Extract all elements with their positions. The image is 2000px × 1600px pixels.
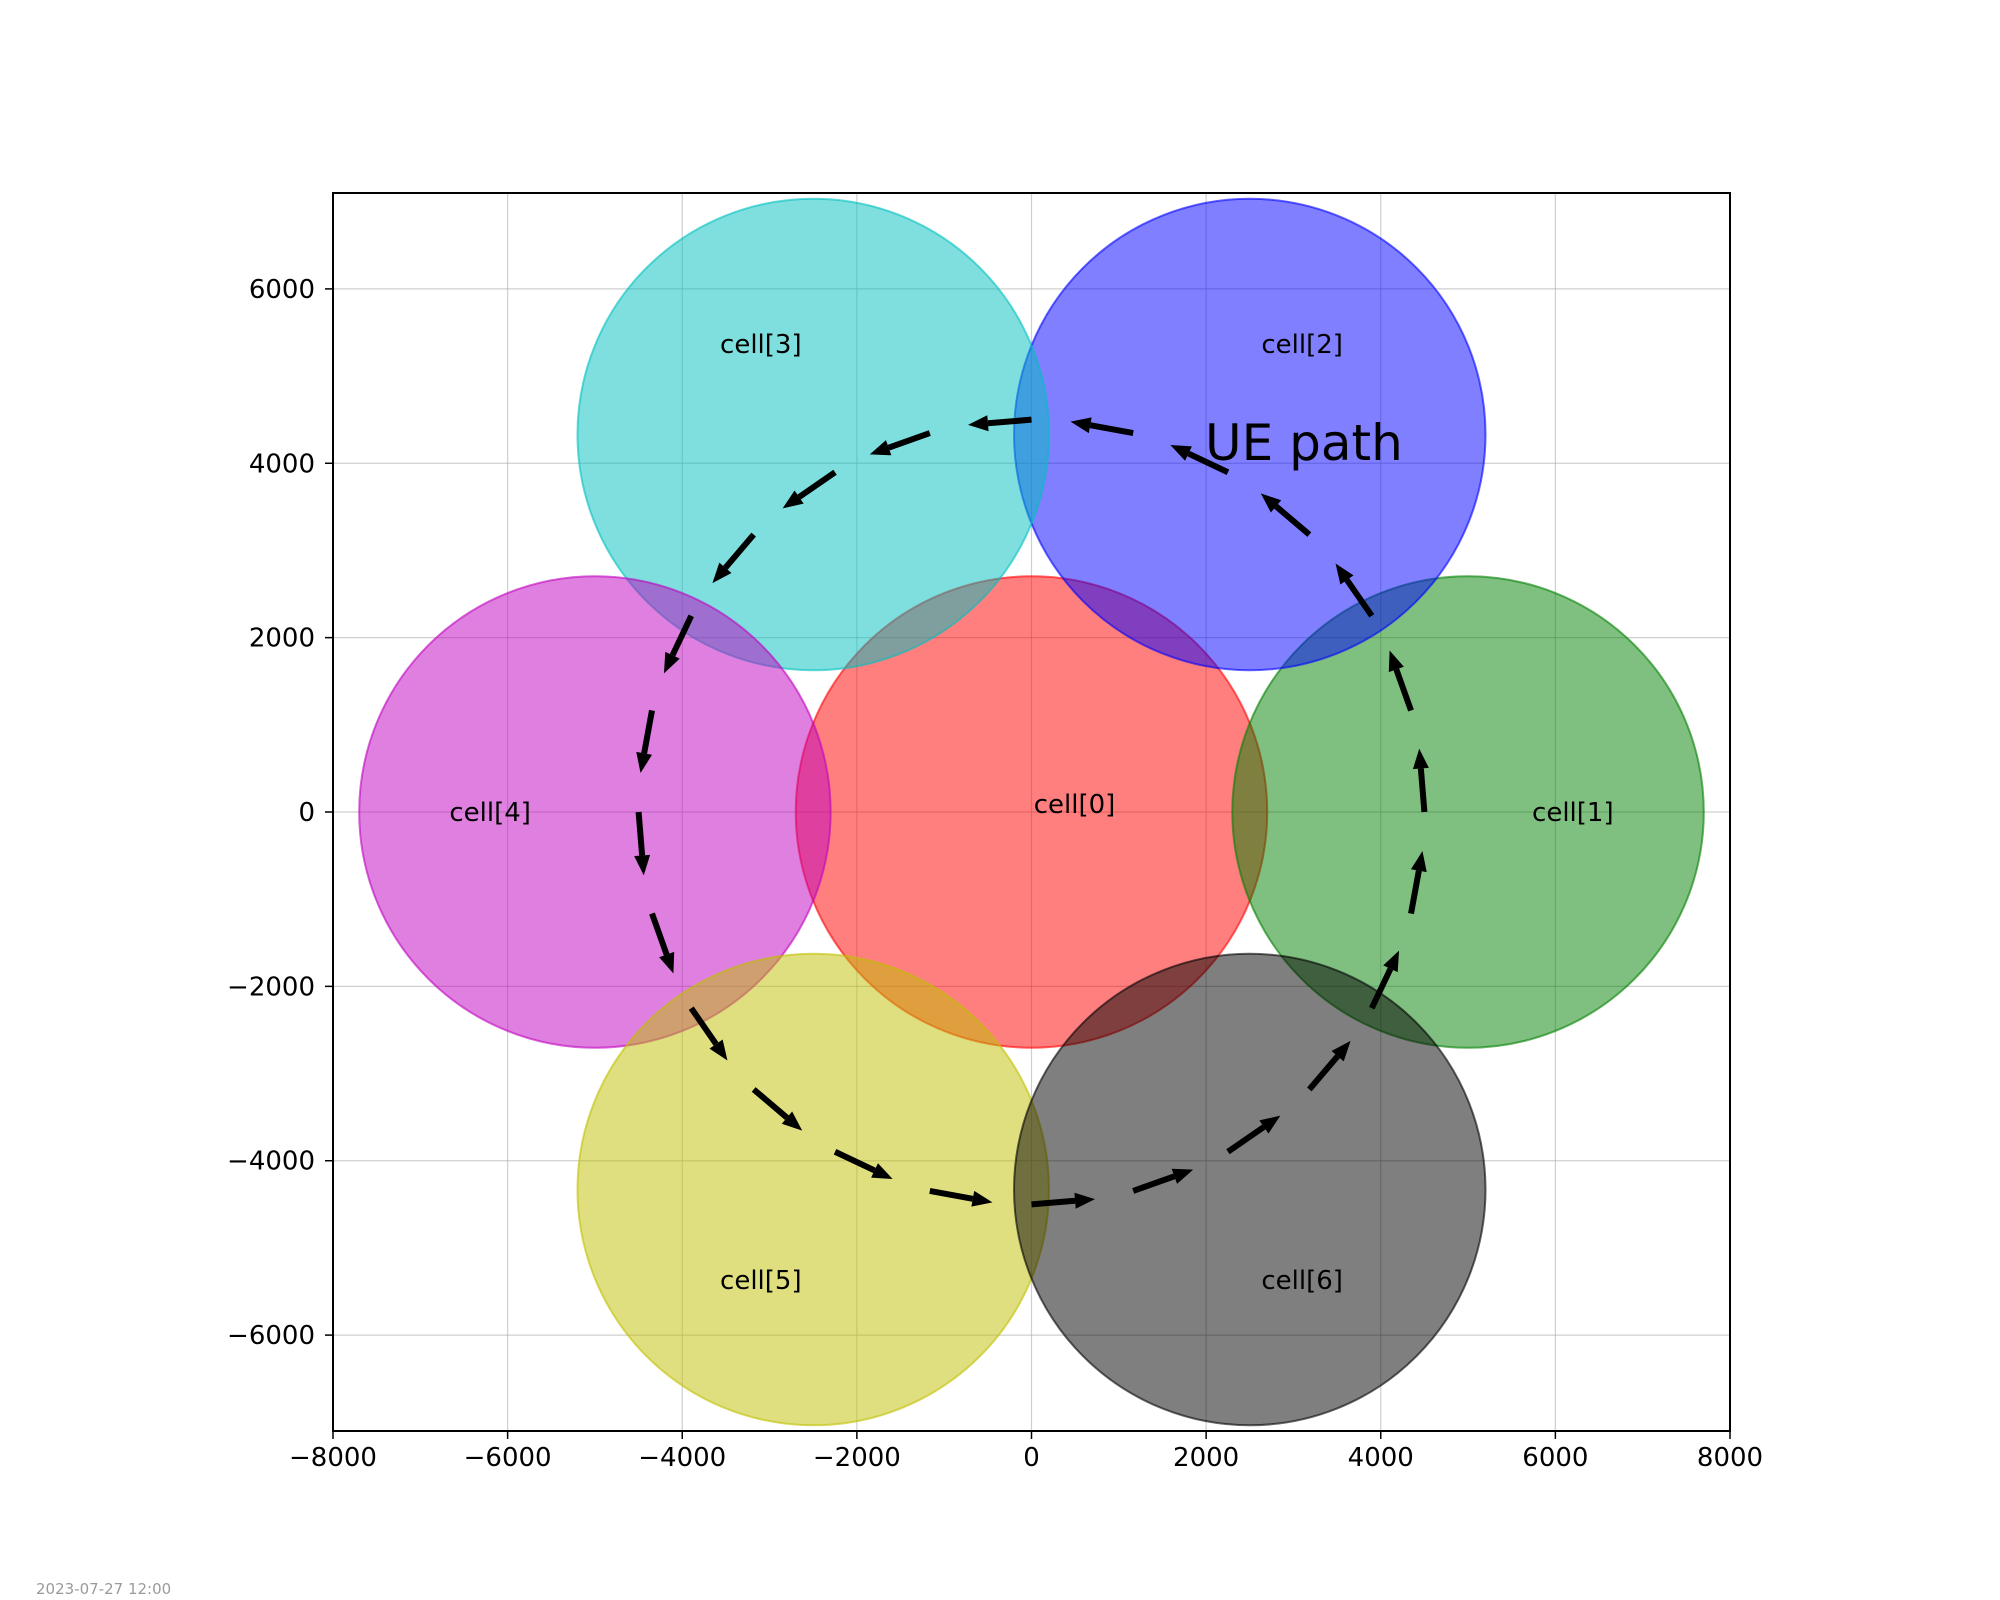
ue-path-arrow-head [709,1039,728,1061]
ue-path-arrow-shaft [751,1087,789,1120]
ue-path-arrows [634,415,1429,1209]
ue-path-arrow-shaft [1031,1197,1076,1208]
ue-path-arrow-shaft [669,614,694,657]
cell-circle [1231,575,1705,1049]
ue-path-arrow-shaft [1089,422,1134,436]
ue-path-arrow-shaft [1344,578,1375,618]
ue-path-arrow-shaft [1393,668,1414,712]
ue-path-arrow-head [968,415,989,432]
cell-label: cell[2] [1261,330,1343,360]
y-tick-label: −4000 [227,1147,315,1177]
cell-label: cell[0] [1034,790,1116,820]
ue-path-arrow-shaft [649,912,670,956]
y-axis-ticks: −6000 −4000 −2000 0 2000 4000 6000 [227,275,333,1351]
y-tick-label: −2000 [227,972,315,1002]
cell-circle [576,952,1050,1427]
x-tick-label: −2000 [813,1443,901,1473]
ue-path-arrow-head [1410,850,1427,873]
y-tick-label: 2000 [249,624,315,654]
ue-path-arrow-head [1331,1040,1351,1062]
ue-path-arrow-shaft [723,532,756,570]
cell-circle [358,575,832,1049]
ue-path-arrow-head [971,1190,993,1207]
x-tick-label: −6000 [464,1443,552,1473]
ue-path-arrow-head [1070,417,1092,434]
ue-path-arrow-shaft [987,416,1032,427]
cell-circle [576,197,1050,672]
y-tick-label: 6000 [249,275,315,305]
y-tick-label: 0 [298,798,315,828]
ue-path-arrow-head [1383,950,1400,973]
x-tick-label: 6000 [1522,1443,1588,1473]
cell-label: cell[3] [720,330,802,360]
ue-path-arrow-shaft [1307,1054,1340,1092]
ue-path-arrow-shaft [1417,768,1428,813]
ue-path-arrow-shaft [1369,967,1394,1010]
ue-path-arrow-head [1335,563,1354,585]
timestamp: 2023-07-27 12:00 [36,1580,172,1598]
ue-path-arrow-head [782,490,804,509]
ue-path-arrow-head [663,651,680,674]
ue-path-arrow-shaft [688,1006,719,1046]
ue-path-arrow-head [871,1163,893,1179]
ue-path-arrow-head [1170,445,1192,461]
ue-path-arrow-shaft [1226,1124,1266,1155]
cell-label: cell[1] [1532,798,1614,828]
ue-path-arrow-shaft [1408,870,1422,915]
ue-path-arrow-shaft [929,1188,974,1202]
cell-label: cell[6] [1261,1266,1343,1296]
ue-path-arrow-shaft [641,709,655,754]
y-tick-label: −6000 [227,1321,315,1351]
ue-path-arrow-head [1259,1115,1281,1134]
ue-path-arrow-shaft [635,811,646,856]
ue-path-arrow-head [1412,748,1429,770]
ue-path-arrow-shaft [833,1149,876,1174]
y-tick-label: 4000 [249,449,315,479]
ue-path-arrow-shaft [1187,450,1230,475]
ue-path-arrow-head [781,1111,803,1131]
ue-path-arrow-shaft [1274,504,1312,537]
ue-path-arrow-head [1388,650,1404,673]
ue-path-arrow-shaft [797,469,837,500]
x-tick-label: 4000 [1348,1443,1414,1473]
ue-path-arrow-head [712,562,732,584]
x-tick-label: −4000 [638,1443,726,1473]
cell-circles [358,197,1705,1427]
x-tick-label: −8000 [289,1443,377,1473]
x-tick-label: 8000 [1697,1443,1763,1473]
ue-path-arrow-head [1260,493,1282,513]
ue-path-arrow-head [636,751,653,774]
ue-path-arrow-shaft [887,430,931,451]
ue-path-arrow-shaft [1132,1173,1176,1194]
ue-path-arrow-head [869,440,892,456]
x-tick-label: 0 [1023,1443,1040,1473]
ue-path-arrow-head [659,951,675,974]
cell-circle [1013,952,1487,1427]
ue-path-annotation: UE path [1205,414,1403,472]
ue-path-arrow-head [1171,1168,1194,1184]
x-axis-ticks: −8000 −6000 −4000 −2000 0 2000 4000 6000 8000 [289,1431,1763,1473]
cell-label: cell[4] [449,798,531,828]
ue-path-arrow-head [1074,1192,1095,1209]
cell-label: cell[5] [720,1266,802,1296]
ue-path-arrow-head [634,854,651,876]
x-tick-label: 2000 [1173,1443,1239,1473]
cell-labels: cell[0] cell[1] cell[2] cell[3] cell[4] cell[… [449,330,1613,1296]
